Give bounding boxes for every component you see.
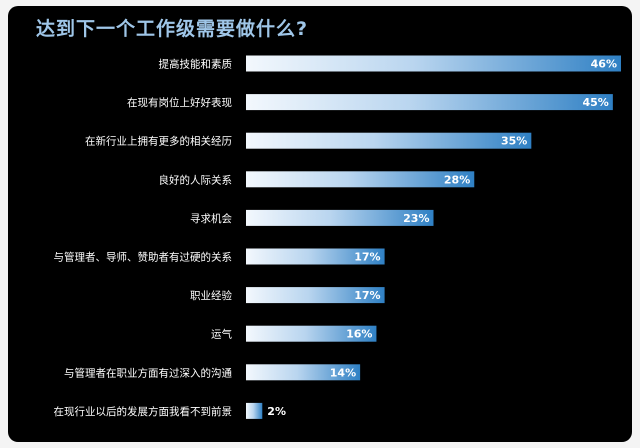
data-label: 16% — [346, 328, 372, 341]
chart-title: 达到下一个工作级需要做什么? — [36, 18, 309, 40]
category-label: 运气 — [211, 328, 232, 341]
bar — [246, 171, 475, 188]
category-label: 在现有岗位上好好表现 — [127, 96, 232, 109]
bar-chart: 提高技能和素质 46% 在现有岗位上好好表现 45% 在新行业上拥有更多的相关经历 35%… — [54, 55, 621, 419]
data-label: 23% — [403, 212, 429, 225]
data-label: 45% — [583, 96, 609, 109]
chart-frame: 达到下一个工作级需要做什么? 提高技能和素质 46% 在现有岗位上好好表现 45% 在新… — [8, 6, 632, 442]
data-label: 14% — [330, 366, 356, 379]
bar — [246, 287, 385, 304]
category-label: 良好的人际关系 — [159, 173, 233, 186]
data-label: 17% — [354, 289, 380, 302]
bar — [246, 402, 263, 419]
category-label: 与管理者、导师、赞助者有过硬的关系 — [54, 251, 233, 264]
bar — [246, 209, 434, 226]
category-label: 提高技能和素质 — [159, 58, 233, 71]
bar — [246, 248, 385, 265]
data-label: 17% — [354, 251, 380, 264]
data-label: 46% — [591, 58, 617, 71]
category-label: 与管理者在职业方面有过深入的沟通 — [64, 366, 232, 379]
data-label: 2% — [267, 405, 286, 418]
bar — [246, 364, 361, 381]
category-label: 在新行业上拥有更多的相关经历 — [85, 135, 232, 148]
data-label: 35% — [501, 135, 527, 148]
bar — [246, 132, 532, 149]
data-label: 28% — [444, 173, 470, 186]
category-label: 在现行业以后的发展方面我看不到前景 — [54, 405, 233, 418]
bar — [246, 55, 621, 72]
category-label: 职业经验 — [190, 289, 232, 302]
category-label: 寻求机会 — [190, 212, 232, 225]
bar — [246, 325, 377, 342]
bar — [246, 94, 613, 111]
